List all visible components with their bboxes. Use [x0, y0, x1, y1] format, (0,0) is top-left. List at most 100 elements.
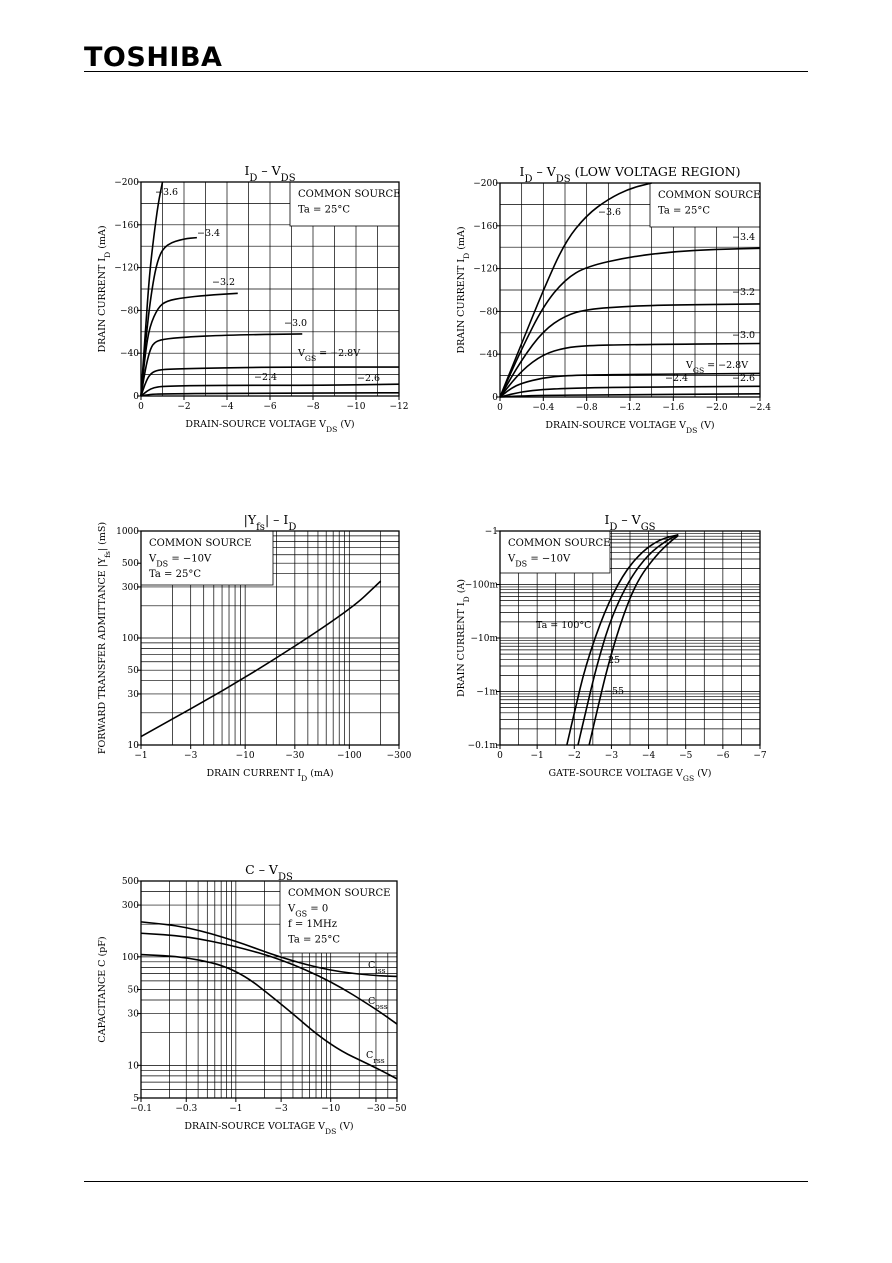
- y-tick-label-0: 0: [492, 393, 498, 403]
- series-line-2-8: [140, 366, 399, 397]
- series-line-3-2: [140, 292, 238, 397]
- x-tick-label-0: 0: [497, 751, 503, 761]
- x-tick-label-4: −4: [220, 402, 234, 412]
- chart-title: ID – VDS (LOW VOLTAGE REGION): [520, 164, 741, 185]
- series-line-2-4: [140, 391, 400, 397]
- legend-box: [649, 182, 761, 228]
- x-tick-label-6: −6: [263, 402, 277, 412]
- x-tick-label-5: −5: [679, 751, 693, 761]
- y-tick-label-80: −80: [479, 307, 498, 317]
- chart-title: |Yfs| – ID: [244, 512, 297, 533]
- series-line-3-0: [140, 333, 303, 397]
- x-axis-label: DRAIN-SOURCE VOLTAGE VDS (V): [185, 419, 354, 434]
- legend-line-1: COMMON SOURCE: [298, 189, 400, 200]
- series-label-3-2: −3.2: [212, 277, 235, 288]
- x-tick-label-1-2: −1.2: [619, 403, 641, 413]
- y-tick-label-100: 100: [122, 634, 139, 644]
- series-label-2-4: −2.4: [254, 372, 277, 383]
- series-label-v-gs-2-8v: VGS = −2.8V: [297, 348, 360, 363]
- series-line-2-4: [499, 392, 761, 398]
- legend-line-1: COMMON SOURCE: [508, 538, 610, 549]
- series-line-2-6: [140, 383, 400, 397]
- x-tick-label-1: −1: [134, 751, 147, 761]
- series-label-3-4: −3.4: [197, 228, 220, 239]
- y-tick-label-100m: −100m: [465, 581, 499, 591]
- series-label-55: −55: [604, 686, 624, 697]
- legend-line-4: Ta = 25°C: [288, 935, 340, 946]
- y-tick-label-120: −120: [114, 264, 139, 274]
- y-tick-label-10: 10: [128, 741, 140, 751]
- y-tick-label-500: 500: [122, 559, 139, 569]
- y-axis-label: DRAIN CURRENT ID (mA): [456, 226, 471, 353]
- legend-line-2: VGS = 0: [287, 904, 328, 919]
- series-line-55: [588, 534, 679, 746]
- legend-line-3: Ta = 25°C: [149, 569, 201, 580]
- y-tick-label-120: −120: [473, 265, 498, 275]
- legend-line-1: COMMON SOURCE: [658, 190, 760, 201]
- x-tick-label-30: −30: [285, 751, 304, 761]
- x-tick-label-1: −1: [531, 751, 544, 761]
- series-line-c-iss: [140, 921, 398, 978]
- x-tick-label-2: −2: [177, 402, 190, 412]
- y-tick-label-160: −160: [473, 222, 498, 232]
- series-line-c-oss: [140, 932, 398, 1025]
- x-tick-label-12: −12: [390, 402, 409, 412]
- x-tick-label-0: 0: [138, 402, 144, 412]
- series-label-2-4: −2.4: [665, 373, 688, 384]
- x-tick-label-6: −6: [716, 751, 730, 761]
- series-label-v-gs-2-8v: VGS = −2.8V: [685, 360, 748, 375]
- series-label-3-0: −3.0: [732, 330, 755, 341]
- x-tick-label-10: −10: [347, 402, 366, 412]
- y-tick-label-100: 100: [122, 953, 139, 963]
- x-tick-label-1-6: −1.6: [662, 403, 684, 413]
- series-line-3-2: [499, 303, 761, 398]
- series-line-2-8: [499, 372, 761, 398]
- series-label-ta-100-c: Ta = 100°C: [536, 620, 591, 631]
- x-tick-label-4: −4: [642, 751, 656, 761]
- x-tick-label-0-3: −0.3: [175, 1104, 197, 1114]
- legend-line-2: Ta = 25°C: [658, 206, 710, 217]
- x-tick-label-50: −50: [388, 1104, 407, 1114]
- series-label-c-rss: Crss: [366, 1050, 385, 1065]
- series-label-3-6: −3.6: [598, 207, 621, 218]
- y-tick-label-40: −40: [479, 350, 498, 360]
- y-tick-label-10: 10: [128, 1061, 140, 1071]
- y-tick-label-5: 5: [133, 1094, 139, 1104]
- x-axis-label: DRAIN CURRENT ID (mA): [206, 768, 333, 783]
- legend-line-1: COMMON SOURCE: [288, 888, 390, 899]
- y-tick-label-160: −160: [114, 221, 139, 231]
- series-line-2-6: [499, 385, 761, 398]
- series-label-3-0: −3.0: [284, 318, 307, 329]
- x-tick-label-0-8: −0.8: [576, 403, 598, 413]
- series-line-3-0: [499, 342, 761, 398]
- series-line-c-rss: [140, 953, 398, 1080]
- x-tick-label-10: −10: [321, 1104, 340, 1114]
- series-label-c-oss: Coss: [368, 996, 388, 1011]
- x-axis-label: DRAIN-SOURCE VOLTAGE VDS (V): [545, 420, 714, 435]
- x-tick-label-2: −2: [568, 751, 581, 761]
- x-tick-label-7: −7: [753, 751, 767, 761]
- y-tick-label-40: −40: [120, 349, 139, 359]
- y-tick-label-0: 0: [133, 392, 139, 402]
- y-tick-label-10m: −10m: [470, 634, 498, 644]
- x-axis-label: GATE-SOURCE VOLTAGE VGS (V): [549, 768, 712, 783]
- series-line-25: [577, 534, 679, 746]
- x-tick-label-0-1: −0.1: [130, 1104, 152, 1114]
- y-tick-label-1m: −1m: [476, 688, 498, 698]
- y-tick-label-200: −200: [473, 179, 498, 189]
- x-tick-label-8: −8: [306, 402, 320, 412]
- x-tick-label-300: −300: [387, 751, 412, 761]
- chart-title: C – VDS: [245, 862, 293, 883]
- series-label-25: 25: [608, 655, 620, 666]
- series-line-3-6: [499, 182, 652, 398]
- x-tick-label-2-0: −2.0: [706, 403, 728, 413]
- toshiba-logo: TOSHIBA: [84, 42, 223, 73]
- y-tick-label-1: −1: [485, 527, 498, 537]
- header-rule: [84, 71, 808, 72]
- legend-line-2: Ta = 25°C: [298, 205, 350, 216]
- y-tick-label-300: 300: [122, 901, 139, 911]
